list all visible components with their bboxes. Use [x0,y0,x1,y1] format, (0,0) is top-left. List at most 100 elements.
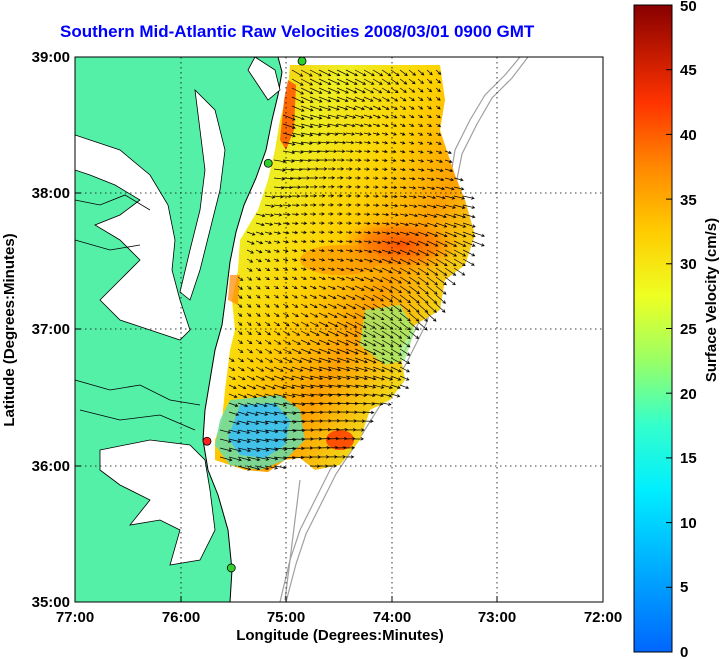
velocity-arrow [291,194,301,198]
velocity-arrow [237,456,252,462]
velocity-arrow [291,123,305,129]
velocity-arrow [300,239,307,244]
velocity-arrow [453,213,467,219]
velocity-arrow [372,69,384,77]
velocity-arrow [291,221,299,226]
velocity-arrow [354,428,365,432]
velocity-arrow [399,114,406,119]
station-marker [263,158,273,168]
velocity-arrow [372,276,384,283]
velocity-arrow [318,105,332,111]
velocity-arrow [300,141,313,146]
velocity-arrow [453,258,466,266]
velocity-arrow [408,195,417,199]
station-marker [297,57,307,66]
velocity-arrow [318,114,331,120]
velocity-arrow [345,357,359,364]
velocity-arrow [246,465,261,471]
velocity-arrow [426,294,438,304]
velocity-arrow [408,96,415,102]
velocity-arrow [273,411,288,416]
velocity-arrow [417,96,424,101]
velocity-arrow [426,141,433,145]
velocity-arrow [363,158,371,162]
velocity-arrow [363,330,376,338]
velocity-arrow [237,339,243,344]
velocity-arrow [336,357,350,363]
velocity-arrow [372,105,382,110]
velocity-arrow [372,303,385,311]
velocity-arrow [390,69,400,77]
velocity-arrow [363,167,370,171]
velocity-arrow [273,240,281,244]
velocity-arrow [327,285,336,290]
velocity-arrow [354,221,362,225]
velocity-arrow [291,212,300,217]
velocity-arrow [291,348,302,354]
velocity-arrow [435,159,443,163]
velocity-arrow [318,357,332,363]
colorbar-tick-label: 35 [680,192,697,209]
velocity-arrow [300,105,314,112]
velocity-arrow [318,436,331,441]
velocity-arrow [354,176,361,180]
velocity-arrow [417,303,429,313]
velocity-arrow [408,285,420,295]
velocity-arrow [408,249,420,256]
colorbar-tick-label: 0 [680,644,688,659]
velocity-arrow [372,393,384,398]
velocity-arrow [327,348,341,355]
velocity-arrow [291,285,298,289]
velocity-arrow [255,258,262,263]
velocity-arrow [219,429,232,434]
velocity-arrow [345,96,358,102]
velocity-arrow [381,105,390,110]
velocity-arrow [291,321,300,327]
velocity-arrow [372,221,381,226]
velocity-arrow [318,258,326,262]
velocity-arrow [435,123,442,127]
velocity-arrow [417,150,424,154]
velocity-arrow [417,69,425,76]
velocity-arrow [300,158,312,163]
velocity-arrow [390,375,402,381]
velocity-arrow [336,330,349,337]
velocity-arrow [354,303,366,310]
velocity-arrow [408,69,417,76]
velocity-arrow [399,123,406,127]
velocity-arrow [345,258,354,262]
velocity-arrow [291,276,298,280]
velocity-arrow [345,267,355,272]
velocity-arrow [345,140,355,145]
velocity-arrow [381,330,394,339]
velocity-arrow [444,150,452,155]
velocity-arrow [291,357,303,363]
velocity-arrow [237,348,244,354]
velocity-arrow [399,213,409,217]
velocity-arrow [336,132,347,136]
velocity-arrow [336,303,347,309]
velocity-arrow [291,167,303,172]
velocity-arrow [309,230,316,235]
velocity-arrow [282,366,294,372]
velocity-arrow [309,294,318,299]
velocity-arrow [264,393,277,399]
velocity-arrow [462,195,475,200]
x-tick-label: 72:00 [584,609,622,626]
velocity-arrow [318,78,332,86]
velocity-arrow [381,402,392,406]
velocity-arrow [318,339,331,346]
velocity-arrow [363,240,372,244]
colorbar-tick-label: 25 [680,321,697,338]
velocity-arrow [426,213,438,218]
velocity-arrow [381,149,388,154]
velocity-arrow [318,167,328,171]
velocity-arrow [426,267,439,276]
colorbar-tick-label: 30 [680,256,697,273]
velocity-arrow [354,330,367,338]
velocity-arrow [255,213,266,218]
velocity-arrow [327,239,334,244]
velocity-arrow [246,267,253,272]
velocity-arrow [417,285,429,295]
velocity-arrow [237,465,252,471]
